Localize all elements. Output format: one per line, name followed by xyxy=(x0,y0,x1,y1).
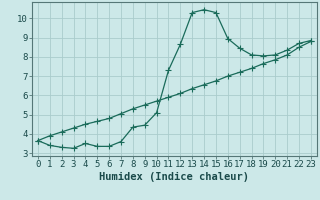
X-axis label: Humidex (Indice chaleur): Humidex (Indice chaleur) xyxy=(100,172,249,182)
